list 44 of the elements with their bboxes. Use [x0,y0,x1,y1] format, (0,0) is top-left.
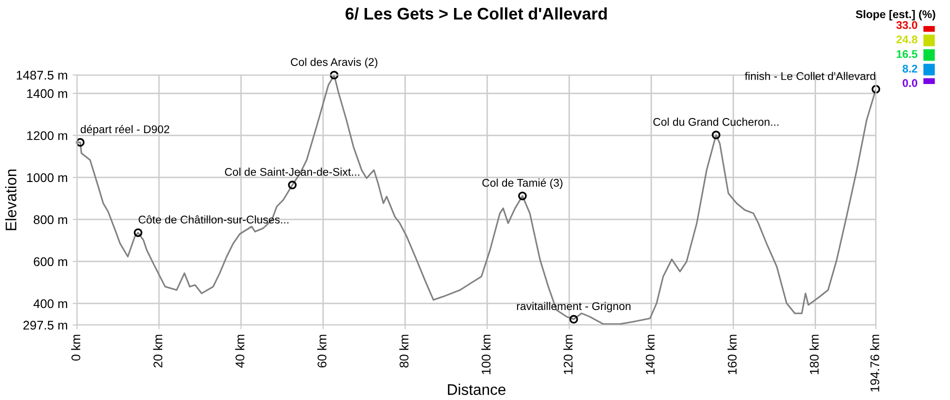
annotation: Col de Saint-Jean-de-Sixt... [224,168,360,176]
y-tick-label: 297.5 m [23,320,68,330]
x-tick-label: 180 km [810,334,819,374]
color-bar-title: Slope [est.] (%) [856,10,936,20]
point [288,180,297,190]
x-tick-label: 120 km [563,334,573,374]
annotation: Côte de Châtillon-sur-Cluses... [138,215,288,224]
point [330,70,338,80]
annotation: Col des Aravis (2) [290,58,378,68]
point [518,192,527,200]
annotation: ravitaillement - Grignon [517,302,630,312]
x-tick-label: 60 km [317,334,326,368]
x-axis-title: Distance [448,384,506,395]
color-bar-label: 8.2 [902,64,918,73]
x-tick-label: 160 km [727,334,737,374]
annotation: Col du Grand Cucheron... [653,118,778,126]
x-tick-label: 40 km [235,334,244,368]
y-tick-label: 1487.5 m [16,70,68,80]
chart-title: 6/ Les Gets > Le Collet d'Allevard [346,7,607,20]
color-bar-label: 24.8 [896,36,918,44]
y-tick-label: 1000 m [27,173,68,182]
color-bar-label: 16.5 [896,50,918,58]
point [712,130,720,140]
annotation: Col de Tamié (3) [482,178,562,189]
annotation: finish - Le Collet d'Allevard [744,72,876,80]
color-bar-label: 33.0 [896,21,918,29]
x-tick-label: 0 km [71,334,80,361]
y-tick-label: 400 m [33,299,68,308]
x-tick-label: 194.76 km [870,334,880,392]
y-tick-label: 1200 m [27,131,68,140]
y-tick-label: 1400 m [27,89,68,98]
y-tick-label: 800 m [34,215,68,224]
y-tick-label: 600 m [34,257,68,266]
annotation: départ réel - D902 [80,124,170,136]
point [134,228,142,237]
point [569,314,578,324]
color-bar-label: 0.0 [902,79,918,87]
point [872,84,880,94]
point [76,138,85,147]
x-tick-label: 100 km [481,334,491,374]
x-tick-label: 80 km [399,334,408,368]
y-axis-title: Elevation [5,170,16,230]
x-tick-label: 140 km [645,334,655,374]
x-tick-label: 20 km [153,334,162,368]
